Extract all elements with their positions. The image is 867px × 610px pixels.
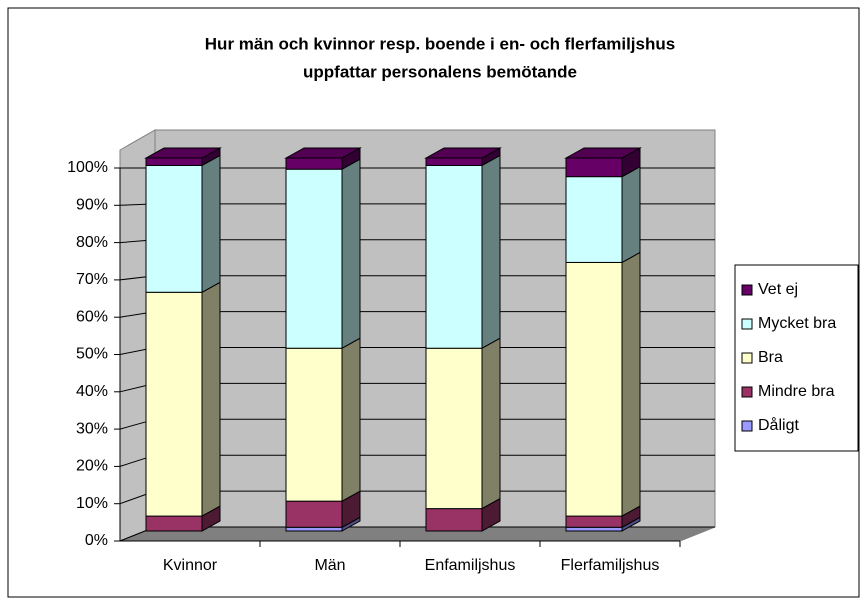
legend-label: Dåligt: [758, 416, 799, 434]
bar-top: [564, 147, 642, 159]
legend-label: Mindre bra: [758, 383, 835, 400]
bar-segment: [565, 515, 623, 528]
bar-top: [424, 147, 502, 159]
legend-label: Vet ej: [758, 281, 798, 298]
y-tick-label: 70%: [76, 271, 108, 288]
x-tick-label: Män: [314, 557, 345, 574]
bar-segment: [145, 291, 203, 517]
bar-side: [481, 337, 501, 510]
bar-top: [144, 147, 222, 159]
legend: [734, 264, 859, 452]
y-tick-label: 10%: [76, 495, 108, 512]
bar-segment: [565, 526, 623, 532]
bar-segment: [285, 526, 343, 532]
bar-side: [481, 154, 501, 350]
x-tick-label: Kvinnor: [163, 557, 218, 574]
bar-side: [341, 158, 361, 350]
legend-swatch: [741, 420, 753, 432]
bar-segment: [145, 157, 203, 166]
legend-swatch: [741, 318, 753, 330]
y-tick-label: 100%: [67, 159, 108, 176]
legend-label: Mycket bra: [758, 315, 836, 332]
bar-segment: [145, 515, 203, 532]
y-tick-label: 80%: [76, 234, 108, 251]
bar-segment: [425, 347, 483, 510]
y-tick-label: 0%: [85, 532, 108, 549]
bar-side: [201, 281, 221, 517]
bar-segment: [565, 176, 623, 263]
y-tick-label: 40%: [76, 383, 108, 400]
legend-swatch: [741, 284, 753, 296]
bar-segment: [145, 164, 203, 293]
y-tick-label: 30%: [76, 420, 108, 437]
bar-segment: [565, 261, 623, 517]
chart-title: Hur män och kvinnor resp. boende i en- o…: [205, 34, 675, 53]
bar-segment: [285, 347, 343, 502]
bar-side: [621, 251, 641, 517]
bar-segment: [425, 157, 483, 166]
legend-label: Bra: [758, 349, 783, 366]
legend-swatch: [741, 352, 753, 364]
bar-side: [201, 154, 221, 294]
y-tick-label: 60%: [76, 308, 108, 325]
y-tick-label: 50%: [76, 346, 108, 363]
bar-side: [621, 165, 641, 264]
bar-segment: [565, 157, 623, 178]
bar-segment: [425, 164, 483, 349]
bar-segment: [285, 500, 343, 528]
legend-swatch: [741, 386, 753, 398]
bar-segment: [285, 157, 343, 170]
bar-segment: [425, 508, 483, 532]
y-tick-label: 90%: [76, 197, 108, 214]
chart-subtitle: uppfattar personalens bemötande: [303, 62, 577, 81]
bar-segment: [285, 168, 343, 349]
x-tick-label: Flerfamiljshus: [561, 557, 660, 574]
bar-top: [284, 147, 362, 159]
y-tick-label: 20%: [76, 458, 108, 475]
bar-side: [341, 337, 361, 503]
x-tick-label: Enfamiljshus: [425, 557, 516, 574]
